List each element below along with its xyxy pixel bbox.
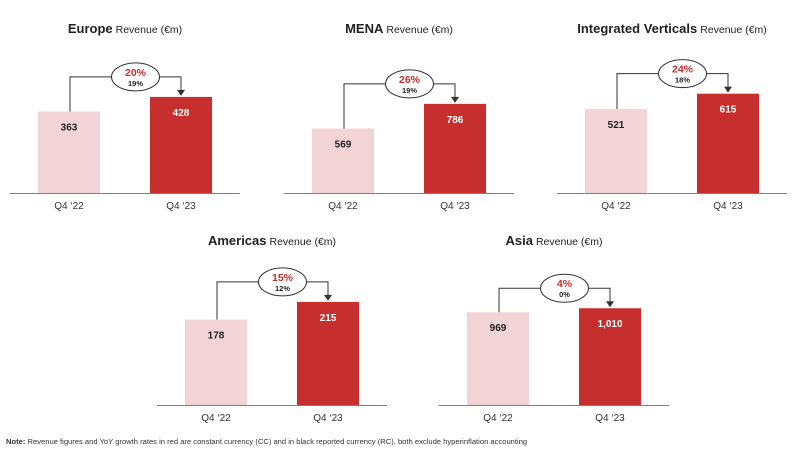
growth-rc-label: 0%: [559, 290, 570, 299]
bar-value-label: 569: [335, 139, 352, 150]
bar-prior-year: [38, 111, 100, 193]
chart-title: Integrated Verticals Revenue (€m): [577, 21, 766, 36]
x-tick-label: Q4 ‘22: [601, 201, 631, 212]
chart-mena: MENA Revenue (€m) 569 Q4 ‘22 786 Q4 ‘23 26%19%: [284, 21, 514, 212]
bar-value-label: 521: [608, 120, 625, 131]
chart-title: Americas Revenue (€m): [208, 233, 336, 248]
chart-title-name: Integrated Verticals: [577, 21, 697, 36]
bar-current-year: [424, 103, 486, 193]
chart-title-name: Americas: [208, 233, 267, 248]
x-tick-label: Q4 ‘22: [328, 201, 358, 212]
chart-title-unit: Revenue (€m): [536, 236, 603, 248]
chart-europe: Europe Revenue (€m) 363 Q4 ‘22 428 Q4 ‘23 20%1…: [10, 21, 240, 212]
footnote-text: Revenue figures and YoY growth rates in …: [25, 437, 528, 446]
x-tick-label: Q4 ‘23: [313, 413, 343, 424]
growth-badge: [540, 273, 589, 303]
bar-value-label: 786: [447, 115, 464, 126]
growth-cc-label: 15%: [272, 272, 294, 284]
growth-rc-label: 19%: [402, 86, 417, 95]
x-tick-label: Q4 ‘23: [166, 201, 196, 212]
growth-arrowhead: [324, 294, 332, 301]
chart-title: MENA Revenue (€m): [345, 21, 453, 36]
x-tick-label: Q4 ‘22: [201, 413, 231, 424]
chart-title-unit: Revenue (€m): [270, 236, 337, 248]
growth-badge: [258, 267, 307, 297]
growth-cc-label: 20%: [125, 67, 147, 79]
growth-arrowhead: [177, 89, 185, 96]
x-tick-label: Q4 ‘22: [483, 413, 513, 424]
bar-value-label: 178: [208, 331, 225, 342]
chart-title: Europe Revenue (€m): [68, 21, 182, 36]
bar-current-year: [579, 308, 641, 405]
chart-title-unit: Revenue (€m): [116, 24, 183, 36]
x-tick-label: Q4 ‘23: [595, 413, 625, 424]
chart-title: Asia Revenue (€m): [506, 233, 603, 248]
chart-title-unit: Revenue (€m): [700, 24, 767, 36]
chart-title-name: Asia: [506, 233, 534, 248]
footnote: Note: Revenue figures and YoY growth rat…: [6, 437, 527, 446]
chart-asia: Asia Revenue (€m) 969 Q4 ‘22 1,010 Q4 ‘23 4%0%: [439, 233, 669, 424]
growth-rc-label: 19%: [128, 79, 143, 88]
x-tick-label: Q4 ‘23: [713, 201, 743, 212]
bar-value-label: 215: [320, 313, 337, 324]
growth-rc-label: 18%: [675, 76, 690, 85]
growth-rc-label: 12%: [275, 284, 290, 293]
growth-cc-label: 4%: [557, 278, 573, 290]
footnote-label: Note:: [6, 437, 26, 446]
x-tick-label: Q4 ‘23: [440, 201, 470, 212]
chart-title-name: Europe: [68, 21, 113, 36]
bar-prior-year: [312, 128, 374, 193]
bar-value-label: 428: [173, 108, 190, 119]
growth-badge: [111, 62, 160, 92]
bar-prior-year: [585, 108, 647, 193]
bar-value-label: 1,010: [597, 319, 622, 330]
growth-badge: [658, 59, 707, 89]
bar-prior-year: [185, 319, 247, 405]
bar-prior-year: [467, 312, 529, 405]
chart-title-name: MENA: [345, 21, 384, 36]
growth-cc-label: 26%: [399, 74, 421, 86]
chart-americas: Americas Revenue (€m) 178 Q4 ‘22 215 Q4 ‘23 15…: [157, 233, 387, 424]
bar-current-year: [150, 96, 212, 193]
chart-title-unit: Revenue (€m): [386, 24, 453, 36]
growth-cc-label: 24%: [672, 64, 694, 76]
x-tick-label: Q4 ‘22: [54, 201, 84, 212]
bar-value-label: 615: [720, 105, 737, 116]
bar-value-label: 969: [490, 323, 507, 334]
chart-integrated-verticals: Integrated Verticals Revenue (€m) 521 Q4 ‘2…: [557, 21, 787, 212]
growth-badge: [385, 69, 434, 99]
bar-current-year: [297, 301, 359, 405]
bar-value-label: 363: [61, 123, 78, 134]
growth-arrowhead: [451, 96, 459, 103]
growth-arrowhead: [724, 86, 732, 93]
growth-arrowhead: [606, 301, 614, 308]
bar-current-year: [697, 93, 759, 193]
